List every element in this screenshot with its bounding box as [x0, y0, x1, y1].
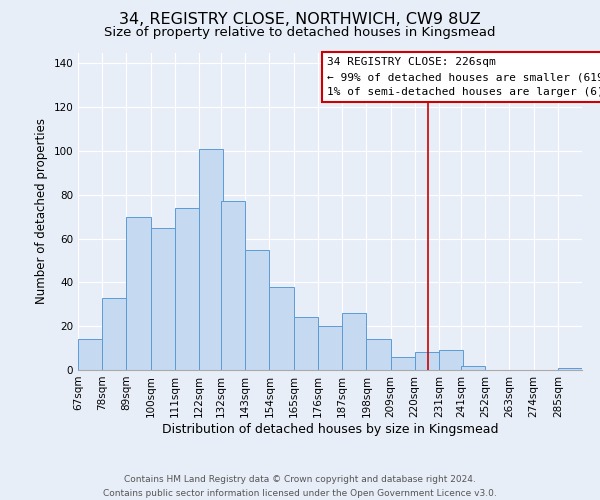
Bar [245, 250, 269, 370]
Bar [318, 326, 342, 370]
Bar [367, 340, 391, 370]
Bar [391, 357, 415, 370]
Text: Contains HM Land Registry data © Crown copyright and database right 2024.
Contai: Contains HM Land Registry data © Crown c… [103, 476, 497, 498]
Bar [558, 368, 582, 370]
Bar [151, 228, 175, 370]
Y-axis label: Number of detached properties: Number of detached properties [35, 118, 48, 304]
Text: Size of property relative to detached houses in Kingsmead: Size of property relative to detached ho… [104, 26, 496, 39]
Bar [78, 340, 102, 370]
Bar [415, 352, 439, 370]
Bar [342, 313, 367, 370]
Text: 34, REGISTRY CLOSE, NORTHWICH, CW9 8UZ: 34, REGISTRY CLOSE, NORTHWICH, CW9 8UZ [119, 12, 481, 28]
Bar [199, 149, 223, 370]
Bar [461, 366, 485, 370]
Bar [269, 287, 293, 370]
Text: 34 REGISTRY CLOSE: 226sqm
← 99% of detached houses are smaller (619)
1% of semi-: 34 REGISTRY CLOSE: 226sqm ← 99% of detac… [328, 58, 600, 97]
Bar [221, 202, 245, 370]
Bar [439, 350, 463, 370]
X-axis label: Distribution of detached houses by size in Kingsmead: Distribution of detached houses by size … [162, 422, 498, 436]
Bar [293, 318, 318, 370]
Bar [175, 208, 199, 370]
Bar [127, 216, 151, 370]
Bar [102, 298, 127, 370]
